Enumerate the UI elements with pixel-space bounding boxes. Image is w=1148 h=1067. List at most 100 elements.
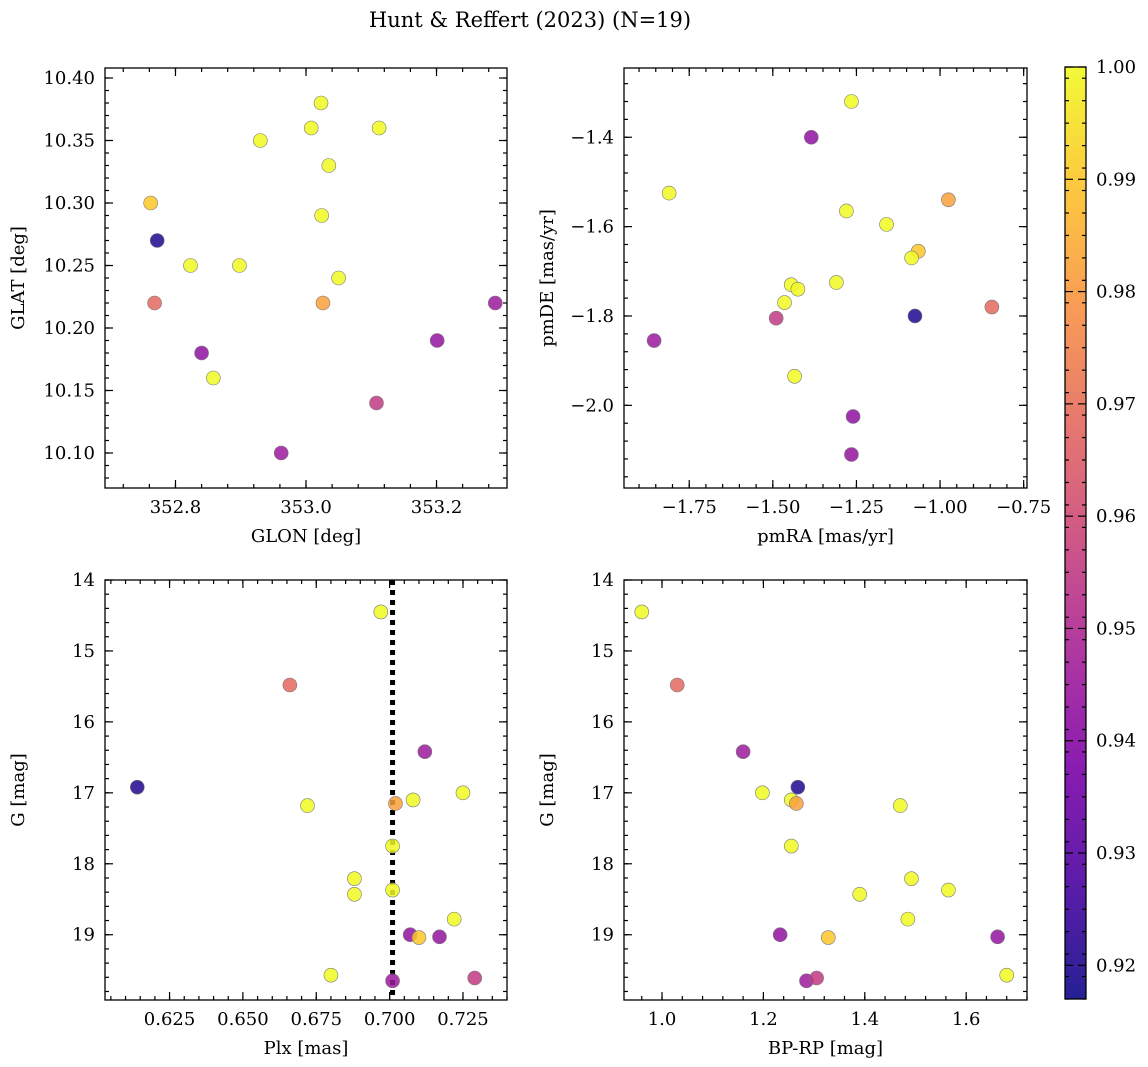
y-axis-label: G [mag] xyxy=(537,753,558,826)
scatter-point xyxy=(446,911,462,927)
scatter-point xyxy=(455,785,471,801)
scatter-point xyxy=(829,275,844,290)
colorbar-gradient xyxy=(1065,67,1086,999)
y-tick-label: 15 xyxy=(591,641,614,662)
y-tick-label: 10.35 xyxy=(43,131,95,152)
y-tick-label: 14 xyxy=(591,570,614,591)
colorbar-tick-label: 1.00 xyxy=(1096,57,1136,78)
scatter-point xyxy=(149,233,165,248)
scatter-point xyxy=(385,882,400,898)
scatter-point xyxy=(315,295,331,311)
x-axis-label: pmRA [mas/yr] xyxy=(757,526,894,547)
ticks xyxy=(624,68,1027,488)
scatter-point xyxy=(147,295,162,311)
scatter-point xyxy=(429,333,445,348)
scatter-point xyxy=(303,120,319,136)
axes-frame xyxy=(104,67,508,489)
ticks xyxy=(105,579,508,1000)
y-tick-label: 19 xyxy=(72,925,95,946)
y-tick-label: 10.20 xyxy=(43,318,95,339)
x-tick-label: 0.725 xyxy=(437,1009,489,1030)
scatter-point xyxy=(371,120,387,136)
scatter-point xyxy=(385,973,400,989)
scatter-point xyxy=(369,395,384,411)
y-tick-label: 10.25 xyxy=(43,256,95,277)
scatter-point xyxy=(990,929,1005,945)
y-tick-label: 17 xyxy=(591,783,614,804)
y-tick-label: 14 xyxy=(72,570,95,591)
scatter-point xyxy=(273,445,289,461)
axes-frame xyxy=(104,579,508,1001)
x-tick-label: 1.0 xyxy=(648,1009,677,1030)
x-tick-label: 353.2 xyxy=(411,497,463,518)
scatter-point xyxy=(232,258,247,273)
scatter-point xyxy=(777,295,792,310)
colorbar: 0.92 0.93 0.94 0.95 0.96 0.97 0.98 0.99 1.00 xyxy=(1064,57,1136,1000)
scatter-point xyxy=(984,299,1000,315)
scatter-point xyxy=(907,308,923,324)
scatter-point xyxy=(300,798,315,813)
x-tick-label: −0.75 xyxy=(996,497,1051,518)
figure-title: Hunt & Reffert (2023) (N=19) xyxy=(369,8,691,32)
scatter-point xyxy=(669,677,685,693)
scatter-point xyxy=(845,409,861,424)
scatter-point xyxy=(772,927,788,943)
scatter-point xyxy=(314,208,329,223)
scatter-point xyxy=(323,967,339,983)
colorbar-tick-label: 0.97 xyxy=(1096,394,1136,415)
y-axis-label: GLAT [deg] xyxy=(8,226,29,330)
scatter-point xyxy=(347,871,362,886)
scatter-point xyxy=(900,911,916,927)
y-axis-label: G [mag] xyxy=(8,753,29,826)
scatter-point xyxy=(467,970,483,986)
scatter-point xyxy=(820,930,836,945)
scatter-point xyxy=(999,967,1015,983)
x-tick-label: −1.25 xyxy=(829,497,884,518)
scatter-point xyxy=(129,779,145,795)
panel-2: −1.75 −1.50 −1.25 −1.00 −0.75 −2.0 −1.8 −1.6 −1.… xyxy=(537,67,1051,547)
colorbar-tick-label: 0.95 xyxy=(1096,618,1136,639)
axes-frame xyxy=(623,67,1028,489)
scatter-point xyxy=(347,886,362,902)
x-tick-label: −1.75 xyxy=(662,497,717,518)
x-tick-label: −1.50 xyxy=(745,497,800,518)
scatter-point xyxy=(879,217,894,232)
y-tick-label: 16 xyxy=(591,712,614,733)
scatter-point xyxy=(405,792,421,808)
scatter-point xyxy=(313,95,329,111)
colorbar-tick-label: 0.92 xyxy=(1096,955,1136,976)
y-tick-label: 10.30 xyxy=(43,193,95,214)
colorbar-tick-label: 0.98 xyxy=(1096,282,1136,303)
colorbar-tick-label: 0.93 xyxy=(1096,843,1136,864)
y-tick-label: −1.6 xyxy=(570,217,614,238)
x-tick-label: 1.6 xyxy=(952,1009,981,1030)
x-tick-label: 352.8 xyxy=(150,497,202,518)
scatter-point xyxy=(941,192,956,208)
scatter-point xyxy=(388,796,403,811)
scatter-point xyxy=(385,838,400,854)
scatter-point xyxy=(809,970,824,986)
x-tick-label: 1.4 xyxy=(850,1009,879,1030)
scatter-point xyxy=(789,796,804,811)
panel-1: 352.8 353.0 353.2 10.10 10.15 10.20 10.25 10.30… xyxy=(8,67,508,547)
y-tick-label: 19 xyxy=(591,925,614,946)
scatter-point xyxy=(321,158,337,173)
y-tick-label: 15 xyxy=(72,641,95,662)
y-tick-label: 18 xyxy=(591,854,614,875)
scatter-point xyxy=(661,185,677,201)
y-axis-label: pmDE [mas/yr] xyxy=(537,209,558,347)
x-tick-label: 0.675 xyxy=(291,1009,343,1030)
axes-frame xyxy=(623,579,1028,1001)
scatter-point xyxy=(634,604,650,620)
colorbar-tick-label: 0.96 xyxy=(1096,506,1136,527)
scatter-point xyxy=(783,838,799,854)
x-tick-label: 353.0 xyxy=(280,497,332,518)
x-axis-label: GLON [deg] xyxy=(251,526,361,547)
scatter-point xyxy=(844,447,859,462)
x-tick-label: 1.2 xyxy=(749,1009,778,1030)
x-tick-label: 0.700 xyxy=(364,1009,416,1030)
colorbar-tick-label: 0.99 xyxy=(1096,169,1136,190)
scatter-point xyxy=(417,744,433,759)
scatter-point xyxy=(487,295,503,311)
